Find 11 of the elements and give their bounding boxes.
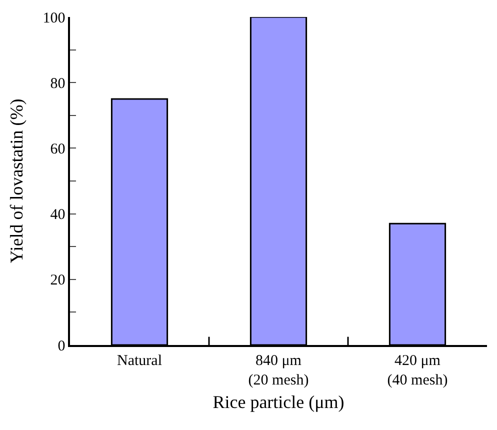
x-tick-label: 420 μm (40 mesh)	[387, 353, 448, 388]
x-tick-label: 840 μm (20 mesh)	[248, 353, 309, 388]
x-tick-label: Natural	[117, 353, 162, 369]
y-tick-label: 100	[42, 10, 66, 26]
y-tick-label: 40	[50, 207, 66, 224]
y-tick-label: 20	[50, 272, 66, 289]
y-tick-label: 80	[50, 76, 66, 92]
y-axis-title: Yield of lovastatin (%)	[6, 98, 26, 264]
x-axis-title: Rice particle (μm)	[212, 392, 344, 412]
y-tick-label: 0	[58, 338, 66, 354]
y-tick-label: 60	[50, 141, 66, 158]
